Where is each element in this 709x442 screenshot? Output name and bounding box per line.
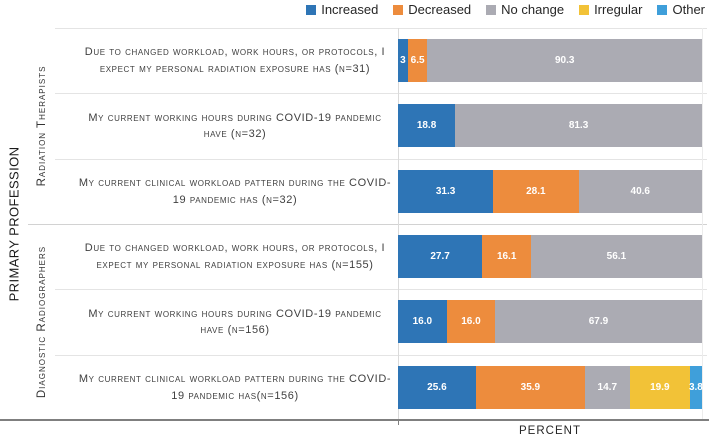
- legend-swatch-increased: [306, 4, 317, 15]
- legend-swatch-no-change: [486, 4, 497, 15]
- x-axis-title: PERCENT: [519, 425, 581, 437]
- segment-value-label: 3.8: [688, 382, 703, 393]
- gridline-row: [55, 355, 707, 356]
- bar-segment-irregular: 19.9: [629, 366, 691, 409]
- gridline-row: [55, 289, 707, 290]
- segment-value-label: 18.8: [416, 120, 437, 131]
- gridline-top: [55, 28, 707, 29]
- segment-value-label: 31.3: [435, 186, 456, 197]
- legend-label: Other: [672, 2, 705, 17]
- segment-value-label: 6.5: [410, 55, 425, 66]
- segment-value-label: 3: [400, 55, 406, 66]
- bar-segment-other: 3.8: [688, 366, 703, 409]
- plot-right-border-line: [702, 28, 703, 420]
- x-axis-line: [0, 419, 709, 421]
- segment-value-label: 16.1: [496, 251, 517, 262]
- stacked-bar: 18.8 81.3: [398, 104, 702, 147]
- bar-segment-no-change: 56.1: [531, 235, 702, 278]
- legend-label: Increased: [321, 2, 379, 17]
- segment-value-label: 19.9: [650, 382, 670, 393]
- segment-value-label: 27.7: [430, 251, 450, 262]
- bar-segment-no-change: 14.7: [584, 366, 630, 409]
- stacked-bar: 16.0 16.0 67.9: [398, 300, 702, 343]
- chart-row: Due to changed workload, work hours, or …: [0, 28, 709, 93]
- category-label: My current working hours during COVID-19…: [88, 307, 382, 337]
- x-axis-tick: [398, 421, 399, 425]
- chart-row: Due to changed workload, work hours, or …: [0, 224, 709, 289]
- segment-value-label: 35.9: [520, 382, 541, 393]
- segment-value-label: 81.3: [568, 120, 589, 131]
- legend-swatch-other: [657, 4, 668, 15]
- bar-segment-decreased: 6.5: [407, 39, 428, 82]
- segment-value-label: 40.6: [630, 186, 650, 197]
- bar-segment-decreased: 16.1: [482, 235, 532, 278]
- legend-item-increased: Increased: [306, 2, 378, 17]
- stacked-bar: 3 6.5 90.3: [398, 39, 702, 82]
- gridline-row: [55, 93, 707, 94]
- stacked-bar: 31.3 28.1 40.6: [398, 170, 702, 213]
- category-label: My current working hours during COVID-19…: [88, 111, 382, 141]
- segment-value-label: 90.3: [554, 55, 575, 66]
- legend: Increased Decreased No change Irregular …: [306, 2, 705, 17]
- bar-segment-increased: 27.7: [398, 235, 483, 278]
- bar-segment-no-change: 67.9: [495, 300, 702, 343]
- legend-item-decreased: Decreased: [393, 2, 471, 17]
- category-label: Due to changed workload, work hours, or …: [84, 242, 386, 271]
- category-label: Due to changed workload, work hours, or …: [84, 46, 386, 75]
- segment-value-label: 16.0: [461, 316, 481, 327]
- legend-item-no-change: No change: [486, 2, 564, 17]
- stacked-bar: 27.7 16.1 56.1: [398, 235, 702, 278]
- category-label: My current clinical workload pattern dur…: [78, 177, 392, 206]
- segment-value-label: 14.7: [597, 382, 618, 393]
- legend-item-other: Other: [657, 2, 705, 17]
- bar-segment-increased: 31.3: [398, 170, 494, 213]
- chart-row: My current working hours during COVID-19…: [0, 93, 709, 159]
- stacked-bar: 25.6 35.9 14.7 19.9 3.8: [398, 366, 703, 409]
- chart-row: My current working hours during COVID-19…: [0, 289, 709, 355]
- segment-value-label: 67.9: [588, 316, 609, 327]
- group-divider-line: [28, 224, 707, 225]
- bar-segment-increased: 18.8: [398, 104, 456, 147]
- legend-item-irregular: Irregular: [579, 2, 642, 17]
- legend-label: No change: [501, 2, 565, 17]
- plot-left-axis-line: [398, 28, 399, 420]
- legend-label: Irregular: [594, 2, 643, 17]
- bar-segment-increased: 25.6: [398, 366, 476, 409]
- legend-swatch-irregular: [579, 4, 590, 15]
- segment-value-label: 28.1: [526, 186, 546, 197]
- bar-segment-no-change: 90.3: [427, 39, 702, 82]
- category-label: My current clinical workload pattern dur…: [78, 373, 392, 402]
- bar-segment-decreased: 28.1: [493, 170, 579, 213]
- segment-value-label: 56.1: [606, 251, 627, 262]
- bar-segment-increased: 3: [398, 39, 408, 82]
- bar-segment-decreased: 16.0: [446, 300, 496, 343]
- legend-label: Decreased: [408, 2, 472, 17]
- segment-value-label: 16.0: [412, 316, 433, 327]
- chart-row: My current clinical workload pattern dur…: [0, 159, 709, 224]
- bar-segment-no-change: 40.6: [578, 170, 702, 213]
- gridline-row: [55, 159, 707, 160]
- segment-value-label: 25.6: [427, 382, 447, 393]
- legend-swatch-decreased: [393, 4, 404, 15]
- bar-segment-decreased: 35.9: [475, 366, 585, 409]
- chart-row: My current clinical workload pattern dur…: [0, 355, 709, 420]
- bar-segment-increased: 16.0: [398, 300, 447, 343]
- bar-segment-no-change: 81.3: [455, 104, 702, 147]
